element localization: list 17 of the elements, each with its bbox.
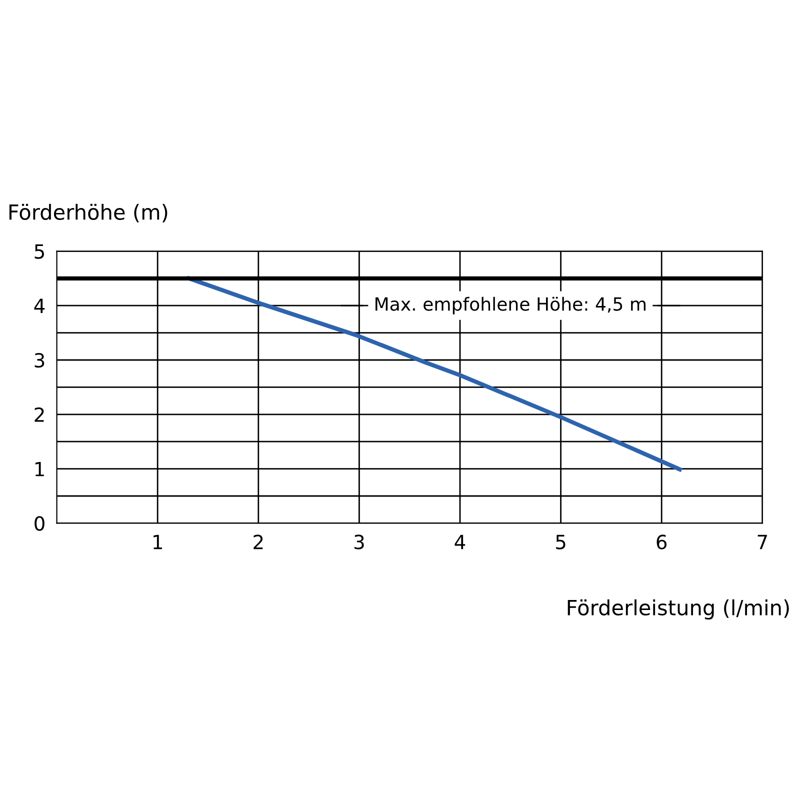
legend-label: Max. empfohlene Höhe: 4,5 m [376, 296, 646, 314]
y-axis-title: Förderhöhe (m) [9, 204, 168, 222]
x-axis-title: Förderleistung (l/min) [568, 599, 789, 620]
x-tick-label: 1 [154, 534, 162, 550]
x-tick-label: 2 [254, 534, 263, 550]
y-tick-label: 0 [34, 516, 44, 531]
x-tick-label: 5 [556, 534, 566, 550]
y-tick-label: 1 [35, 462, 44, 476]
line-series [186, 276, 682, 472]
x-tick-label: 6 [656, 534, 667, 550]
y-tick-label: 5 [34, 244, 44, 259]
x-tick-label: 4 [454, 534, 466, 550]
x-tick-label: 3 [354, 534, 364, 550]
y-tick-label: 2 [34, 407, 44, 422]
y-tick-label: 4 [34, 298, 45, 313]
x-tick-label: 7 [758, 534, 767, 550]
y-tick-label: 3 [34, 352, 44, 368]
